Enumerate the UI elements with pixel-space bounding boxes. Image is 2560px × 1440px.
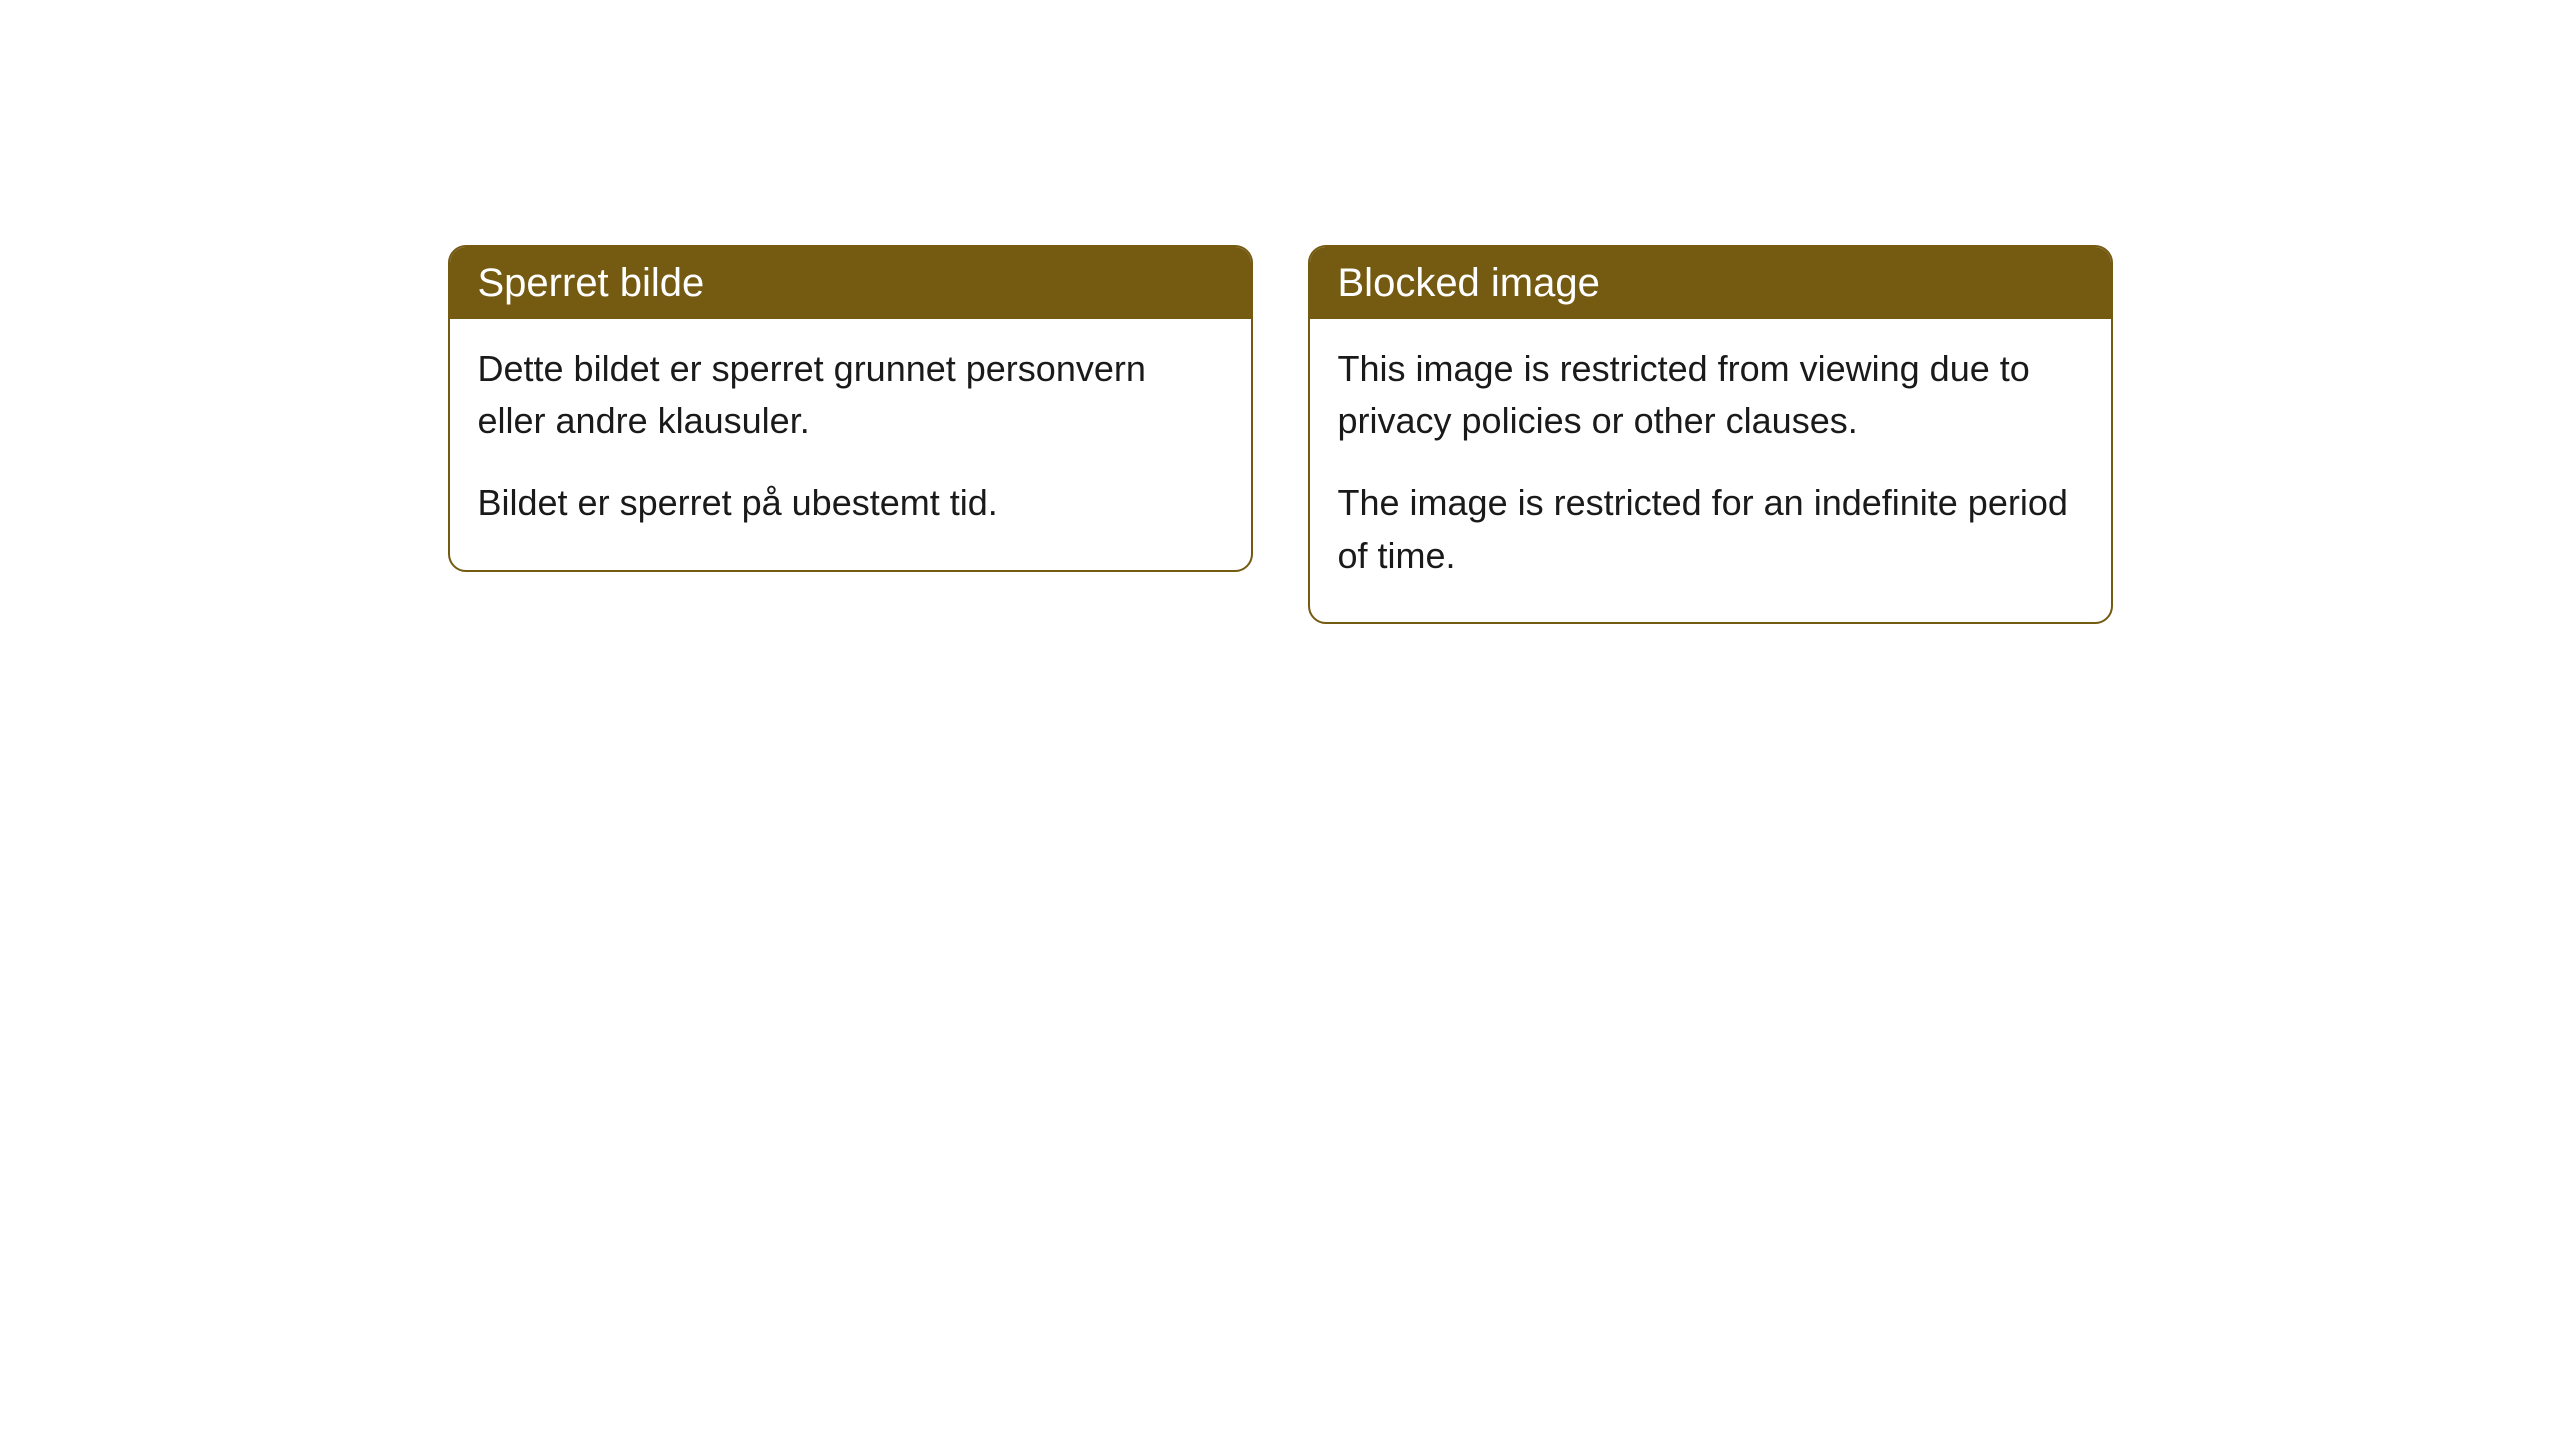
card-text-english-1: This image is restricted from viewing du…	[1338, 343, 2083, 447]
card-header-norwegian: Sperret bilde	[450, 247, 1251, 319]
card-text-norwegian-2: Bildet er sperret på ubestemt tid.	[478, 477, 1223, 529]
card-header-english: Blocked image	[1310, 247, 2111, 319]
blocked-image-card-norwegian: Sperret bilde Dette bildet er sperret gr…	[448, 245, 1253, 572]
card-text-english-2: The image is restricted for an indefinit…	[1338, 477, 2083, 581]
card-title-english: Blocked image	[1338, 261, 1600, 305]
card-title-norwegian: Sperret bilde	[478, 261, 705, 305]
card-body-english: This image is restricted from viewing du…	[1310, 319, 2111, 622]
card-body-norwegian: Dette bildet er sperret grunnet personve…	[450, 319, 1251, 570]
card-text-norwegian-1: Dette bildet er sperret grunnet personve…	[478, 343, 1223, 447]
blocked-image-card-english: Blocked image This image is restricted f…	[1308, 245, 2113, 624]
